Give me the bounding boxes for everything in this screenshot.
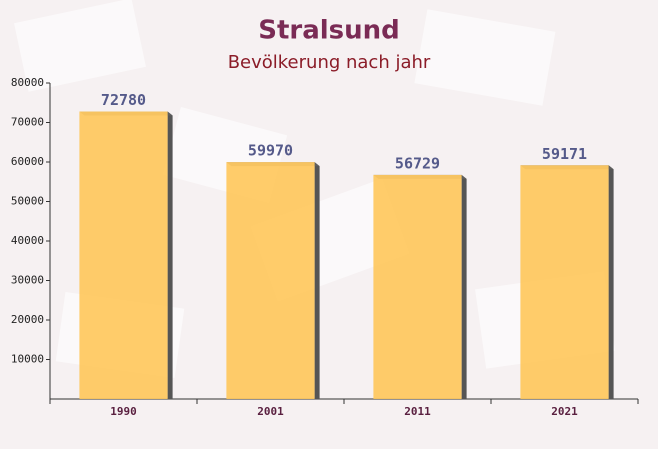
x-tick-label: 1990 [110, 405, 137, 418]
bar-shadow [167, 111, 173, 400]
x-tick-label: 2001 [257, 405, 284, 418]
bar-shadow [608, 165, 614, 399]
y-tick-label: 10000 [11, 353, 44, 366]
x-tick-label: 2021 [551, 405, 578, 418]
chart-subtitle: Bevölkerung nach jahr [228, 52, 431, 73]
value-label: 59171 [542, 145, 587, 163]
value-label: 59970 [248, 142, 293, 160]
bar-shadow [461, 174, 467, 399]
x-tick-label: 2011 [404, 405, 431, 418]
y-tick-label: 30000 [11, 274, 44, 287]
bar [79, 111, 168, 400]
bar [226, 162, 315, 399]
y-tick-label: 40000 [11, 234, 44, 247]
value-label: 72780 [101, 91, 146, 109]
chart-title: Stralsund [258, 16, 400, 46]
y-tick-label: 60000 [11, 155, 44, 168]
y-tick-label: 20000 [11, 313, 44, 326]
y-tick-label: 70000 [11, 116, 44, 129]
y-tick-label: 80000 [11, 76, 44, 89]
bar-shadow [314, 162, 320, 399]
y-tick-label: 50000 [11, 195, 44, 208]
value-label: 56729 [395, 154, 440, 172]
bar [520, 165, 609, 399]
bar [373, 174, 462, 399]
